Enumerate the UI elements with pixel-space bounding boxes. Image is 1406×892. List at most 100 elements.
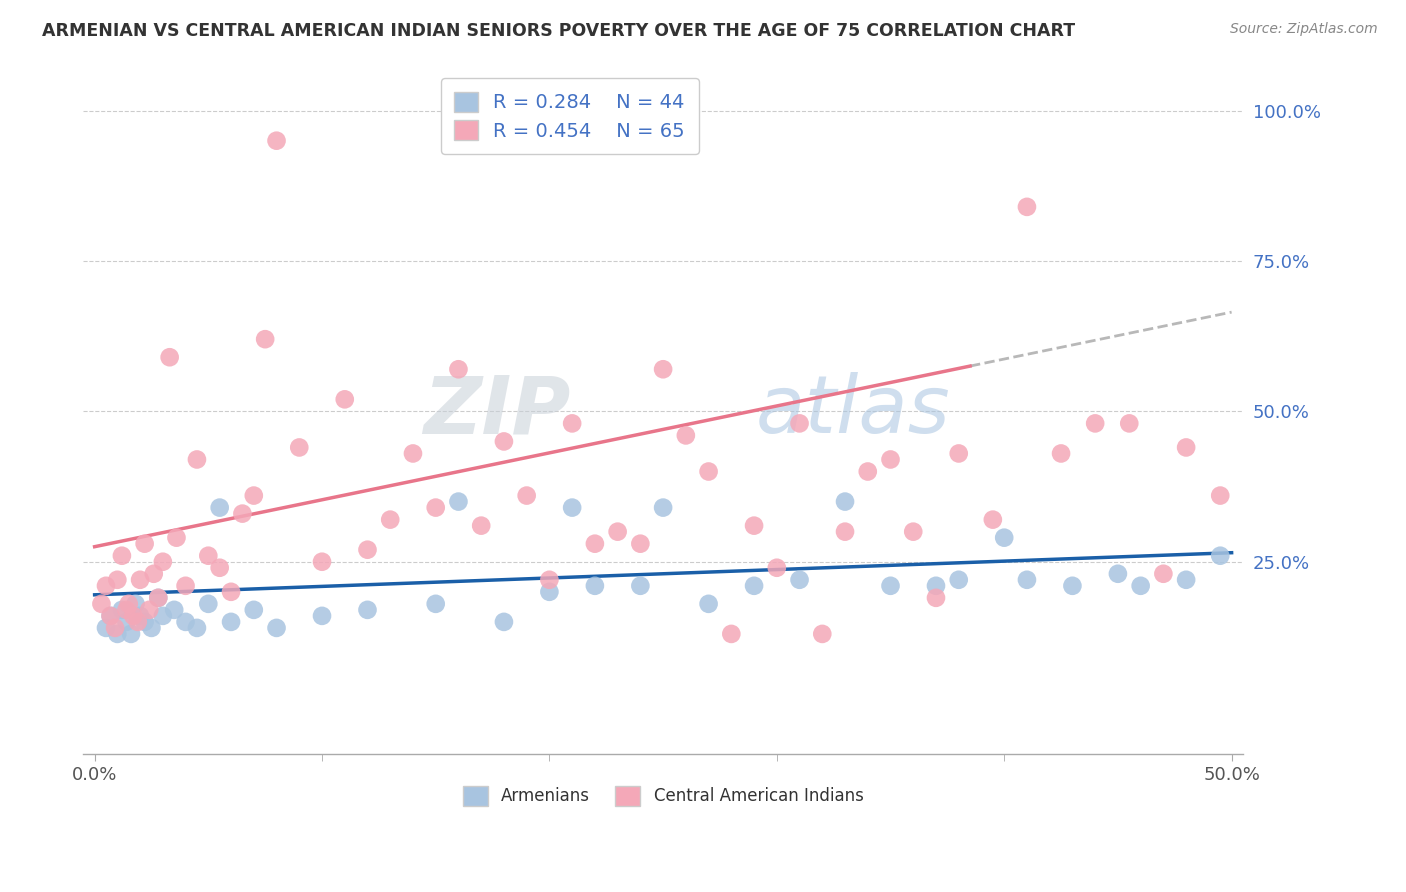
Point [100, 608, 122, 623]
Point [516, 489, 538, 503]
Point [856, 465, 879, 479]
Point [834, 524, 856, 539]
Text: atlas: atlas [756, 372, 950, 450]
Point [333, 392, 356, 407]
Point [1107, 566, 1129, 581]
Point [148, 591, 170, 605]
Point [266, 134, 288, 148]
Point [652, 362, 675, 376]
Point [834, 494, 856, 508]
Point [789, 417, 811, 431]
Point [115, 615, 138, 629]
Point [1209, 549, 1232, 563]
Point [127, 615, 149, 629]
Point [90, 597, 112, 611]
Point [675, 428, 697, 442]
Point [1118, 417, 1140, 431]
Point [111, 603, 134, 617]
Point [115, 603, 138, 617]
Point [138, 603, 160, 617]
Point [104, 621, 127, 635]
Point [583, 579, 606, 593]
Point [129, 608, 152, 623]
Point [948, 573, 970, 587]
Point [1175, 441, 1198, 455]
Point [124, 597, 146, 611]
Point [425, 597, 447, 611]
Point [254, 332, 277, 346]
Point [243, 603, 266, 617]
Point [765, 560, 787, 574]
Point [219, 615, 242, 629]
Point [163, 603, 186, 617]
Point [186, 452, 208, 467]
Point [142, 566, 165, 581]
Point [356, 542, 378, 557]
Point [606, 524, 628, 539]
Text: Source: ZipAtlas.com: Source: ZipAtlas.com [1230, 22, 1378, 37]
Point [993, 531, 1015, 545]
Point [129, 573, 152, 587]
Point [538, 573, 561, 587]
Point [561, 417, 583, 431]
Point [94, 579, 117, 593]
Point [402, 446, 425, 460]
Point [1015, 573, 1038, 587]
Point [122, 608, 145, 623]
Point [148, 591, 170, 605]
Point [447, 362, 470, 376]
Point [742, 518, 765, 533]
Point [111, 549, 134, 563]
Point [492, 615, 515, 629]
Point [697, 465, 720, 479]
Point [266, 621, 288, 635]
Point [742, 579, 765, 593]
Text: ZIP: ZIP [423, 372, 571, 450]
Text: ARMENIAN VS CENTRAL AMERICAN INDIAN SENIORS POVERTY OVER THE AGE OF 75 CORRELATI: ARMENIAN VS CENTRAL AMERICAN INDIAN SENI… [42, 22, 1076, 40]
Point [94, 621, 117, 635]
Point [981, 513, 1004, 527]
Point [208, 500, 231, 515]
Point [492, 434, 515, 449]
Point [925, 591, 948, 605]
Point [425, 500, 447, 515]
Point [159, 350, 181, 364]
Point [166, 531, 188, 545]
Point [470, 518, 492, 533]
Point [1152, 566, 1174, 581]
Point [561, 500, 583, 515]
Point [134, 615, 156, 629]
Point [186, 621, 208, 635]
Point [1015, 200, 1038, 214]
Point [1175, 573, 1198, 587]
Point [1050, 446, 1073, 460]
Point [288, 441, 311, 455]
Point [208, 560, 231, 574]
Point [628, 537, 651, 551]
Point [879, 452, 901, 467]
Point [134, 537, 156, 551]
Point [118, 597, 141, 611]
Point [1084, 417, 1107, 431]
Point [311, 555, 333, 569]
Point [652, 500, 675, 515]
Point [1209, 489, 1232, 503]
Point [628, 579, 651, 593]
Point [141, 621, 163, 635]
Point [105, 573, 128, 587]
Point [380, 513, 402, 527]
Point [197, 549, 219, 563]
Point [948, 446, 970, 460]
Point [1062, 579, 1084, 593]
Point [219, 584, 242, 599]
Point [356, 603, 378, 617]
Point [311, 608, 333, 623]
Point [538, 584, 561, 599]
Point [243, 489, 266, 503]
Point [697, 597, 720, 611]
Point [120, 627, 142, 641]
Point [1129, 579, 1152, 593]
Point [583, 537, 606, 551]
Point [720, 627, 742, 641]
Point [174, 579, 197, 593]
